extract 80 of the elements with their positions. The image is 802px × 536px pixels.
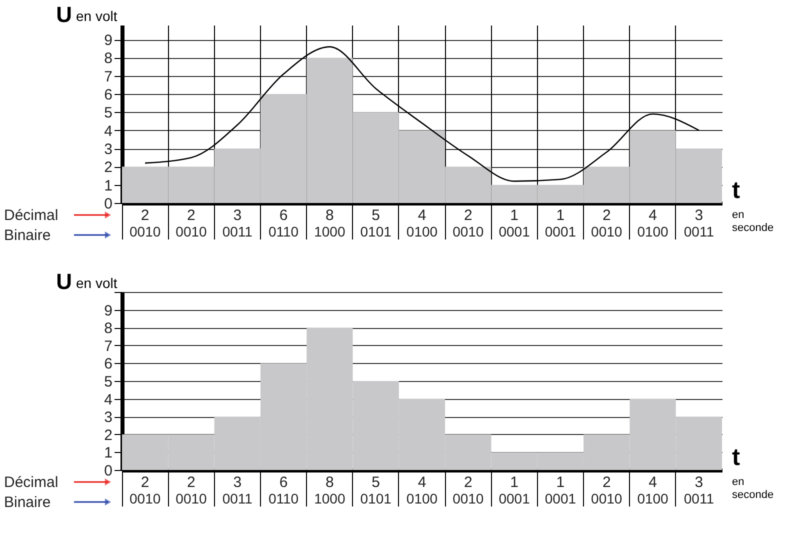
x-tick-label: 0011 (684, 224, 714, 240)
data-label: 2 (602, 207, 611, 224)
y-tick-label: 8 (104, 320, 112, 338)
data-label: 8 (326, 474, 334, 491)
x-tick-label: 0011 (222, 490, 253, 506)
x-tick-label: 1000 (314, 224, 346, 240)
x-axis-title: t en seconde (732, 177, 774, 234)
x-tick-label: 0110 (268, 490, 299, 506)
x-tick-label: 0100 (637, 224, 669, 240)
x-tick-label: 0001 (544, 224, 576, 240)
data-label: 2 (602, 474, 611, 491)
y-tick-label: 3 (104, 409, 112, 426)
data-label: 5 (372, 207, 380, 224)
y-tick-label: 3 (104, 141, 112, 158)
x-tick-label: 0100 (406, 490, 438, 506)
data-label: 2 (464, 207, 472, 224)
x-tick-label: 0110 (268, 224, 299, 240)
x-tick-label: 0001 (498, 224, 530, 240)
y-tick-label: 0 (104, 462, 112, 480)
data-label: 2 (140, 207, 150, 224)
data-label: 6 (279, 207, 288, 224)
x-axis-title: t en seconde (732, 444, 774, 501)
x-tick-label: 0010 (130, 490, 161, 506)
text: Binaire (4, 494, 51, 511)
y-tick-label: 9 (104, 302, 112, 320)
x-tick-label: 0010 (452, 490, 484, 506)
y-tick-label: 0 (104, 196, 112, 212)
x-tick-label: 0001 (498, 490, 530, 506)
data-label: 4 (648, 207, 657, 224)
x-tick-label: 0001 (544, 490, 576, 506)
y-tick-label: 4 (104, 122, 112, 140)
x-tick-label: 1000 (314, 490, 346, 506)
x-tick-label: 0010 (591, 490, 622, 506)
x-tick-label: 0100 (406, 224, 438, 240)
y-axis-title: U en volt (56, 269, 118, 294)
y-tick-label: 2 (104, 159, 112, 176)
y-tick-label: 7 (104, 338, 112, 355)
y-tick-label: 6 (104, 356, 112, 373)
y-tick-label: 1 (104, 177, 112, 194)
x-tick-label: 0101 (360, 224, 392, 240)
y-axis-title: U en volt (56, 2, 118, 27)
data-label: 1 (510, 207, 518, 224)
y-tick-label: 5 (104, 104, 112, 122)
x-tick-label: 0010 (176, 224, 208, 240)
text: Décimal (4, 207, 58, 224)
data-label: 1 (556, 207, 565, 224)
data-label: 5 (372, 474, 380, 491)
x-tick-label: 0011 (222, 224, 253, 240)
data-label: 6 (279, 474, 288, 491)
data-label: 2 (140, 474, 150, 491)
x-tick-label: 0010 (176, 490, 208, 506)
data-label: 1 (556, 474, 565, 491)
data-label: 4 (418, 207, 426, 224)
data-label: 3 (694, 207, 704, 224)
y-tick-label: 9 (104, 32, 112, 50)
x-tick-label: 0010 (591, 224, 622, 240)
x-tick-label: 0100 (637, 490, 669, 506)
y-tick-label: 1 (104, 444, 112, 462)
data-label: 4 (418, 474, 426, 491)
x-tick-label: 0010 (130, 224, 161, 240)
y-tick-label: 4 (104, 391, 112, 408)
data-label: 1 (510, 474, 518, 491)
x-tick-label: 0010 (452, 224, 484, 240)
data-label: 3 (233, 207, 242, 224)
y-tick-label: 2 (104, 426, 112, 444)
x-tick-label: 0101 (360, 490, 392, 506)
y-tick-label: 8 (104, 50, 112, 68)
data-label: 4 (648, 474, 657, 491)
x-tick-label: 0011 (684, 490, 714, 506)
data-label: 2 (187, 474, 196, 491)
y-tick-label: 6 (104, 86, 112, 104)
data-label: 3 (694, 474, 704, 491)
data-label: 8 (326, 207, 334, 224)
y-tick-label: 5 (104, 374, 112, 390)
data-label: 2 (464, 474, 472, 491)
y-tick-label: 7 (104, 68, 112, 86)
text: Binaire (4, 227, 51, 244)
data-label: 3 (233, 474, 242, 491)
text: Décimal (4, 474, 58, 491)
data-label: 2 (187, 207, 196, 224)
